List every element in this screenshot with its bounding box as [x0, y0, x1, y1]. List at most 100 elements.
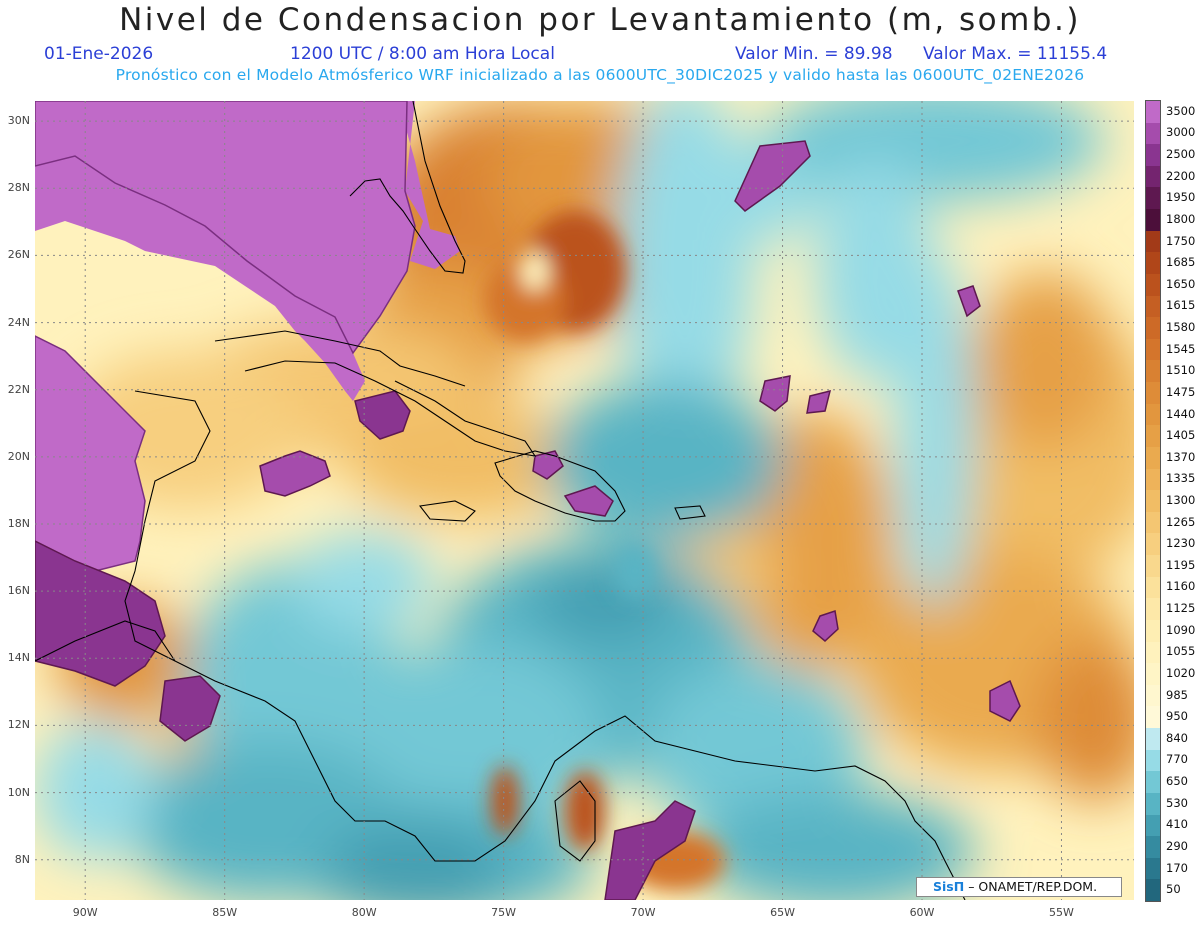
colorbar-tick-label: 1055 — [1166, 644, 1196, 659]
forecast-time: 1200 UTC / 8:00 am Hora Local — [290, 44, 555, 64]
credit-box: SisΠ – ONAMET/REP.DOM. — [916, 877, 1122, 897]
colorbar-tick-label: 1650 — [1166, 276, 1196, 291]
colorbar-swatch — [1146, 792, 1160, 815]
lat-tick-label: 22N — [7, 382, 30, 396]
colorbar-tick-label: 1265 — [1166, 514, 1196, 529]
colorbar-tick-label: 1510 — [1166, 363, 1196, 378]
lon-tick-label: 65W — [770, 906, 795, 919]
colorbar-swatch — [1146, 187, 1160, 210]
coastlines — [35, 101, 966, 900]
colorbar-swatch — [1146, 273, 1160, 297]
colorbar-swatch — [1146, 338, 1160, 361]
colorbar-swatch — [1146, 317, 1160, 340]
colorbar-swatch — [1146, 252, 1160, 275]
colorbar-tick-label: 1800 — [1166, 211, 1196, 226]
colorbar-swatch — [1146, 857, 1160, 880]
colorbar-swatch — [1146, 641, 1160, 664]
colorbar-swatch — [1146, 511, 1160, 534]
lon-tick-label: 70W — [630, 906, 656, 919]
colorbar-swatch — [1146, 382, 1160, 405]
colorbar-swatch — [1146, 706, 1160, 729]
colorbar-swatch — [1146, 101, 1160, 124]
lon-tick-label: 60W — [909, 906, 935, 919]
colorbar-swatch — [1146, 684, 1160, 707]
colorbar-tick-label: 1545 — [1166, 341, 1196, 356]
colorbar-swatch — [1146, 209, 1160, 232]
colorbar-tick-label: 770 — [1166, 752, 1188, 767]
lon-tick-label: 75W — [491, 906, 517, 919]
colorbar-tick-label: 290 — [1166, 838, 1188, 853]
colorbar-tick-label: 50 — [1166, 882, 1181, 897]
colorbar-tick-label: 1160 — [1166, 579, 1196, 594]
map-title: Nivel de Condensacion por Levantamiento … — [119, 2, 1081, 38]
colorbar-swatch — [1146, 230, 1160, 253]
colorbar-swatch — [1146, 403, 1160, 426]
lon-tick-label: 55W — [1049, 906, 1074, 919]
colorbar-tick-label: 1090 — [1166, 622, 1196, 637]
lon-tick-label: 80W — [351, 906, 377, 919]
colorbar-swatch — [1146, 663, 1160, 686]
colorbar-tick-label: 170 — [1166, 860, 1188, 875]
colorbar-tick-label: 1615 — [1166, 298, 1196, 313]
colorbar-tick-label: 1335 — [1166, 471, 1196, 486]
colorbar-tick-label: 3500 — [1166, 103, 1196, 118]
colorbar-tick-label: 1230 — [1166, 536, 1196, 551]
lcl-field-detail — [485, 211, 725, 891]
colorbar-swatch — [1146, 425, 1160, 448]
colorbar-swatch — [1146, 814, 1160, 837]
colorbar-tick-label: 410 — [1166, 817, 1188, 832]
colorbar-tick-label: 2500 — [1166, 147, 1196, 162]
colorbar-tick-label: 650 — [1166, 774, 1188, 789]
map-panel — [35, 101, 1134, 900]
colorbar-swatch — [1146, 165, 1160, 188]
lat-tick-label: 30N — [7, 114, 30, 128]
lat-tick-label: 20N — [7, 449, 30, 463]
lon-tick-label: 90W — [72, 906, 98, 919]
colorbar-tick-label: 1300 — [1166, 493, 1196, 507]
colorbar-tick-label: 3000 — [1166, 125, 1196, 140]
colorbar-tick-label: 1440 — [1166, 406, 1196, 421]
model-run-info: Pronóstico con el Modelo Atmósferico WRF… — [115, 66, 1085, 84]
colorbar-swatch — [1146, 879, 1160, 902]
lat-tick-label: 26N — [7, 248, 30, 262]
colorbar-tick-label: 530 — [1166, 795, 1188, 810]
colorbar-swatch — [1146, 490, 1160, 513]
colorbar-swatch — [1146, 468, 1160, 491]
colorbar-swatch — [1146, 836, 1160, 859]
credit-org: – ONAMET/REP.DOM. — [968, 879, 1098, 894]
lat-tick-label: 14N — [7, 651, 30, 665]
colorbar-tick-label: 1405 — [1166, 428, 1196, 443]
colorbar-tick-label: 1580 — [1166, 320, 1196, 335]
colorbar-swatch — [1146, 728, 1160, 751]
colorbar-swatch — [1146, 446, 1160, 470]
colorbar-tick-label: 1125 — [1166, 601, 1196, 616]
colorbar-tick-label: 1475 — [1166, 384, 1196, 399]
colorbar-tick-label: 1195 — [1166, 557, 1196, 572]
colorbar-tick-label: 1020 — [1166, 665, 1196, 680]
colorbar-swatch — [1146, 619, 1160, 643]
colorbar-swatch — [1146, 533, 1160, 556]
colorbar-tick-label: 1950 — [1166, 190, 1196, 205]
sispi-logo: SisΠ — [933, 879, 965, 894]
lat-lon-grid — [35, 101, 1134, 900]
min-value-label: Valor Min. = 89.98 — [735, 44, 893, 64]
lon-tick-label: 85W — [212, 906, 238, 919]
colorbar-tick-label: 950 — [1166, 709, 1188, 724]
lat-tick-label: 18N — [7, 517, 30, 530]
colorbar-tick-label: 840 — [1166, 730, 1188, 745]
colorbar-tick-label: 1685 — [1166, 255, 1196, 270]
lat-tick-label: 28N — [7, 181, 30, 195]
colorbar-swatch — [1146, 598, 1160, 621]
colorbar-swatch — [1146, 122, 1160, 145]
colorbar-swatch — [1146, 771, 1160, 794]
lat-tick-label: 16N — [7, 584, 30, 598]
forecast-date: 01-Ene-2026 — [44, 44, 154, 64]
lat-tick-label: 8N — [14, 852, 30, 866]
colorbar-tick-label: 1750 — [1166, 233, 1196, 248]
colorbar-tick-label: 985 — [1166, 687, 1188, 702]
colorbar-tick-label: 2200 — [1166, 168, 1196, 183]
colorbar-tick-label: 1370 — [1166, 449, 1196, 464]
max-value-label: Valor Max. = 11155.4 — [923, 44, 1108, 64]
colorbar-swatch — [1146, 295, 1160, 318]
lat-tick-label: 24N — [7, 315, 30, 329]
